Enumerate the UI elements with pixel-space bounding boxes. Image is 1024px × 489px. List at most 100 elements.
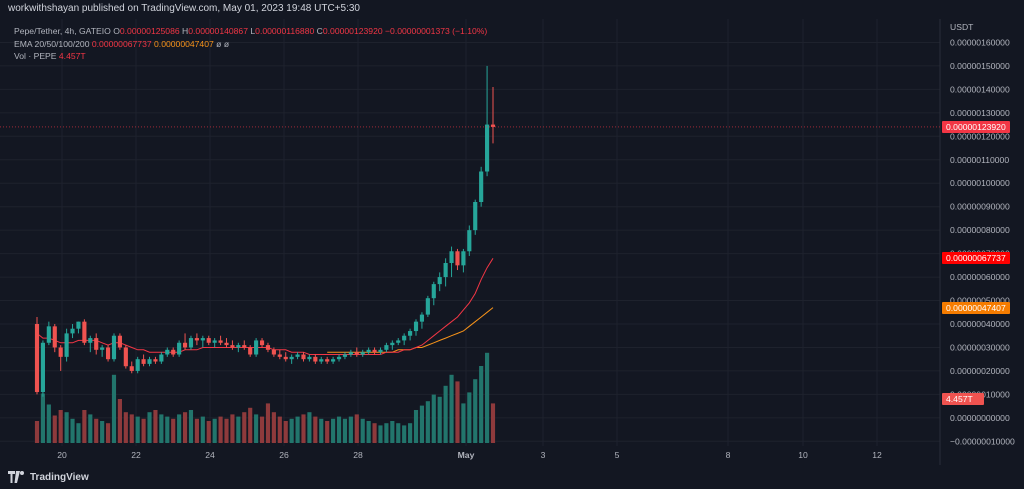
volume-bar — [283, 421, 288, 443]
symbol-label: Pepe/Tether, 4h, GATEIO — [14, 26, 111, 36]
candle-body — [212, 340, 217, 343]
candle-body — [313, 356, 318, 362]
low-value: 0.00000116880 — [255, 26, 315, 36]
volume-bar — [402, 425, 407, 443]
legend-ema: EMA 20/50/100/200 0.00000067737 0.000000… — [14, 39, 229, 49]
last-price-tag: 0.00000123920 — [942, 120, 1010, 133]
candle-body — [384, 345, 389, 350]
candle-body — [218, 340, 223, 343]
legend-volume: Vol · PEPE 4.457T — [14, 51, 86, 61]
time-tick-label: 24 — [205, 450, 215, 460]
volume-label: Vol · PEPE — [14, 51, 57, 61]
candle-body — [34, 324, 40, 393]
time-tick-label: May — [458, 450, 475, 460]
price-tick-label: 0.00000100000 — [950, 178, 1010, 188]
candle-body — [117, 335, 122, 348]
volume-bar — [455, 381, 460, 443]
candle-body — [289, 356, 294, 360]
candle-body — [111, 335, 117, 360]
volume-bar — [271, 412, 276, 443]
price-tick-label: 0.00000110000 — [950, 155, 1009, 165]
volume-bar — [206, 421, 211, 443]
close-label: C — [316, 26, 323, 36]
volume-bar — [384, 423, 389, 443]
candle-body — [40, 342, 45, 393]
candle-body — [348, 352, 353, 355]
candle-body — [360, 352, 365, 355]
price-chart[interactable]: USDT 0.00000160000 0.00000150000 0.00000140… — [0, 0, 1024, 465]
price-tick-label: 0.00000160000 — [950, 37, 1010, 47]
candle-body — [295, 354, 300, 357]
price-tick-label: 0.00000030000 — [950, 342, 1010, 352]
candle-body — [390, 342, 395, 346]
candle-body — [105, 347, 111, 360]
price-tick-label: 0.00000060000 — [950, 272, 1010, 282]
candle-body — [408, 331, 413, 336]
high-label: H — [182, 26, 189, 36]
candle-body — [490, 124, 496, 127]
volume-bar — [413, 410, 419, 443]
price-tick-label: 0.00000140000 — [950, 84, 1010, 94]
candle-body — [366, 349, 371, 353]
footer — [0, 465, 1024, 489]
volume-bar — [117, 399, 122, 443]
volume-tag: 4.457T — [942, 393, 984, 405]
volume-bar — [82, 410, 87, 443]
volume-bar — [230, 414, 235, 443]
time-tick-label: 3 — [541, 450, 546, 460]
volume-bar — [212, 418, 217, 443]
volume-bar — [105, 423, 111, 443]
time-tick-label: 5 — [615, 450, 620, 460]
time-axis[interactable]: 20 22 24 26 28 May 3 5 8 10 12 — [57, 450, 882, 460]
volume-bar — [111, 374, 117, 443]
close-value: 0.00000123920 — [322, 26, 383, 36]
candle-body — [473, 202, 478, 231]
candle-body — [194, 338, 199, 341]
candle-body — [141, 359, 146, 364]
volume-bar — [159, 414, 164, 443]
candle-body — [319, 359, 324, 362]
volume-bar — [336, 416, 342, 443]
volume-bar — [295, 416, 300, 443]
volume-bar — [437, 396, 442, 443]
volume-bar — [242, 412, 247, 443]
volume-bar — [100, 421, 105, 443]
currency-label: USDT — [950, 22, 974, 32]
change-value: −0.00000001373 (−1.10%) — [385, 26, 488, 36]
volume-bar — [171, 418, 176, 443]
volume-bar — [165, 416, 170, 443]
candle-body — [46, 326, 51, 343]
candle-body — [396, 340, 401, 343]
candle-body — [461, 251, 466, 266]
candle-body — [265, 345, 271, 350]
volume-bar — [360, 418, 365, 443]
volume-bar — [473, 379, 478, 443]
volume-bar — [188, 410, 194, 443]
price-axis[interactable]: USDT 0.00000160000 0.00000150000 0.00000140… — [950, 22, 1015, 446]
candle-body — [443, 263, 448, 278]
brand-label: TradingView — [30, 471, 89, 483]
candle-body — [248, 347, 253, 355]
volume-bar — [354, 414, 359, 443]
candle-body — [76, 321, 81, 329]
time-tick-label: 20 — [57, 450, 67, 460]
tradingview-logo[interactable]: TradingView — [8, 470, 89, 484]
candle-body — [455, 251, 460, 266]
candle-body — [159, 354, 164, 362]
volume-bar — [425, 401, 430, 443]
candle-body — [230, 345, 235, 348]
price-tick-label: 0.00000080000 — [950, 225, 1010, 235]
volume-bar — [76, 423, 81, 443]
ema100-empty: ø — [216, 39, 222, 49]
volume-bar — [378, 425, 383, 443]
candle-body — [242, 345, 247, 348]
volume-bar — [408, 423, 413, 443]
volume-bar — [177, 414, 182, 443]
volume-bar — [147, 412, 152, 443]
price-tick-label: 0.00000120000 — [950, 131, 1010, 141]
candle-body — [431, 284, 436, 299]
volume-bar — [277, 416, 282, 443]
volume-bar — [182, 412, 188, 443]
top-bar: workwithshayan published on TradingView.… — [0, 0, 1024, 19]
volume-bar — [307, 412, 312, 443]
